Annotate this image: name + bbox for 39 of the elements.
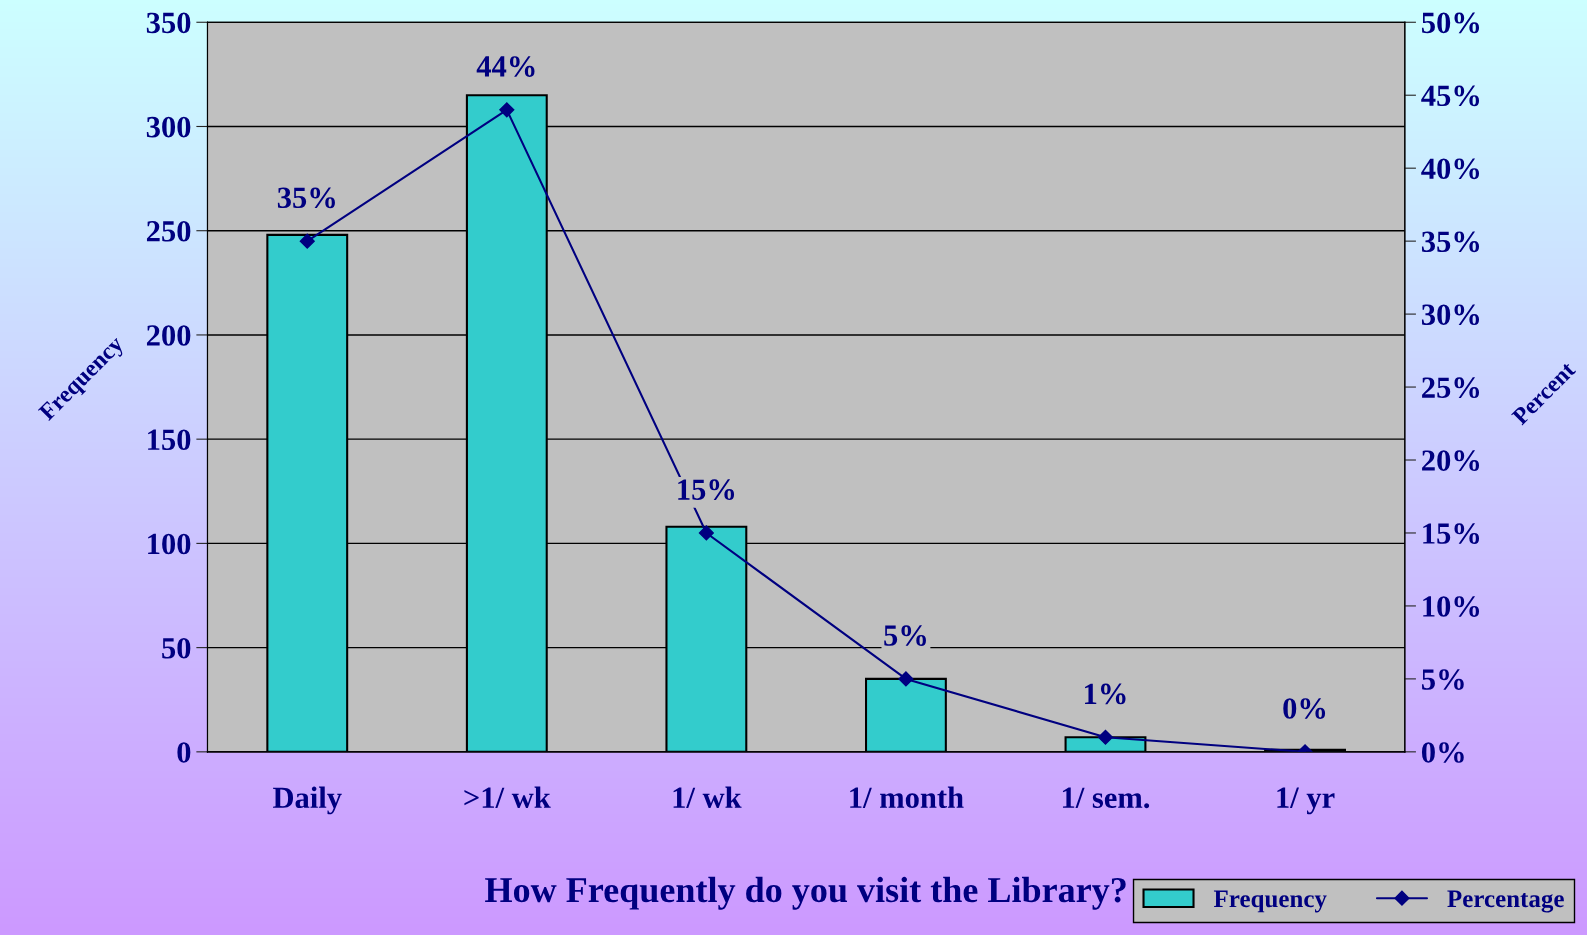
x-axis-title: How Frequently do you visit the Library? bbox=[485, 876, 1126, 910]
y2-tick-label: 15% bbox=[1423, 523, 1480, 544]
data-label: 44% bbox=[476, 56, 535, 77]
data-label: 15% bbox=[678, 479, 735, 501]
data-label: 0% bbox=[1283, 698, 1326, 719]
y2-tick-label: 50% bbox=[1422, 12, 1480, 34]
y-tick-label: 0 bbox=[177, 742, 191, 763]
y2-tick-label: 35% bbox=[1421, 231, 1480, 253]
data-label: 35% bbox=[277, 187, 335, 209]
point bbox=[898, 671, 914, 687]
y-tick-label: 100 bbox=[148, 533, 191, 555]
x-tick-label: 1/ sem. bbox=[1062, 787, 1150, 809]
y-tick-label: 50 bbox=[162, 637, 191, 659]
y-tick-label: 350 bbox=[146, 12, 191, 34]
y-tick-label: 150 bbox=[148, 429, 191, 451]
y2-tick-label: 30% bbox=[1421, 304, 1480, 326]
x-tick-label: Daily bbox=[273, 786, 342, 815]
point bbox=[299, 233, 315, 249]
y-tick-label: 250 bbox=[146, 221, 191, 242]
legend-label: Percentage bbox=[1447, 890, 1564, 913]
point bbox=[698, 525, 714, 541]
y-tick-label: 300 bbox=[146, 116, 191, 138]
y2-tick-label: 20% bbox=[1422, 450, 1480, 472]
x-tick-label: >1/ wk bbox=[464, 786, 551, 809]
x-tick-label: 1/ wk bbox=[673, 786, 742, 809]
y2-tick-label: 5% bbox=[1422, 669, 1464, 690]
y2-tick-label: 45% bbox=[1421, 85, 1480, 107]
y2-tick-label: 0% bbox=[1421, 742, 1464, 763]
x-tick-label: 1/ month bbox=[850, 786, 964, 809]
point bbox=[499, 102, 515, 118]
data-label: 5% bbox=[884, 625, 926, 646]
y2-tick-label: 10% bbox=[1423, 596, 1480, 617]
y-tick-label: 200 bbox=[146, 325, 191, 346]
legend-label: Frequency bbox=[1213, 890, 1327, 913]
x-tick-label: 1/ yr bbox=[1277, 787, 1335, 815]
y2-tick-label: 25% bbox=[1422, 377, 1480, 399]
point bbox=[1097, 729, 1114, 745]
y2-tick-label: 40% bbox=[1421, 158, 1480, 180]
data-label: 1% bbox=[1085, 683, 1126, 705]
